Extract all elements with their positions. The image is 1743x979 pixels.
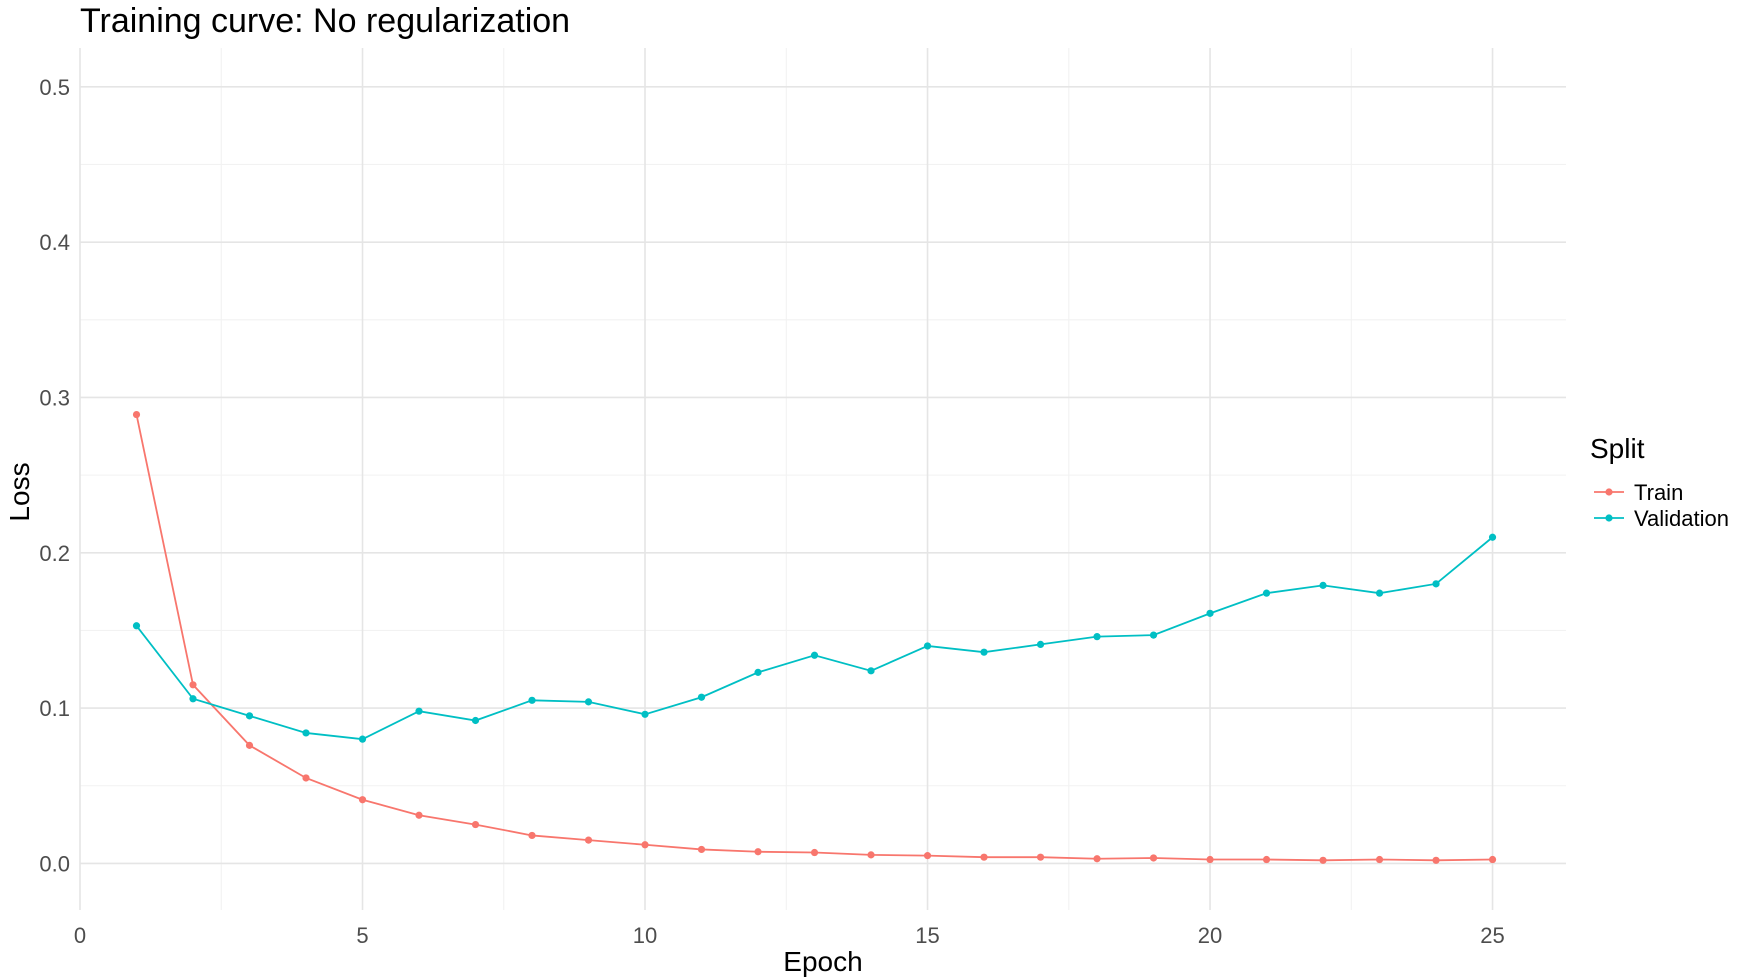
x-tick-label: 10 [633,923,657,948]
x-tick-label: 25 [1480,923,1504,948]
series-validation [132,533,1497,743]
y-tick-labels: 0.0 0.1 0.2 0.3 0.4 0.5 [39,75,70,877]
y-tick-label: 0.0 [39,851,70,876]
data-point-train [1036,853,1045,861]
x-tick-label: 5 [356,923,368,948]
data-point-validation [1432,580,1440,588]
data-point-validation [189,695,197,703]
series-layer [132,410,1497,864]
data-point-train [754,848,762,856]
data-point-validation [1149,631,1158,639]
data-point-train [641,841,649,849]
chart-title: Training curve: No regularization [80,2,570,40]
data-point-validation [358,735,367,743]
series-train [132,410,1497,864]
y-tick-label: 0.1 [39,696,70,721]
data-point-train [1262,855,1271,864]
data-point-train [245,741,254,749]
data-point-validation [1488,533,1497,541]
data-point-validation [810,651,819,659]
data-point-validation [754,668,762,676]
x-tick-label: 0 [74,923,86,948]
data-point-train [1319,856,1327,864]
data-point-train [1375,855,1384,864]
data-point-train [358,796,367,804]
data-point-train [697,845,706,854]
data-point-train [471,820,480,829]
data-point-train [980,853,988,861]
data-point-validation [867,667,875,675]
data-point-train [415,811,423,819]
data-point-train [189,681,197,689]
x-tick-label: 20 [1198,923,1222,948]
data-point-validation [245,712,254,720]
data-point-train [132,410,141,419]
y-tick-label: 0.2 [39,541,70,566]
data-point-validation [1093,633,1101,641]
data-point-validation [697,693,706,701]
legend-title: Split [1590,433,1645,464]
data-point-train [302,774,310,782]
data-point-train [810,848,819,857]
data-point-validation [528,696,536,704]
data-point-train [1206,855,1214,864]
data-point-train [584,836,593,844]
data-point-validation [1375,589,1384,597]
legend-label: Train [1634,480,1683,505]
data-point-train [923,852,932,860]
data-point-validation [923,642,932,650]
x-tick-label: 15 [915,923,939,948]
major-grid [79,48,1566,910]
data-point-validation [584,698,593,706]
data-point-validation [980,648,988,656]
minor-grid [80,48,1566,910]
data-point-validation [132,622,141,630]
x-tick-labels: 0 5 10 15 20 25 [74,923,1505,948]
data-point-train [528,831,536,840]
legend-entry-train: Train [1594,480,1683,505]
y-tick-label: 0.4 [39,230,70,255]
data-point-validation [1319,581,1327,589]
legend-label: Validation [1634,506,1729,531]
data-point-validation [641,710,649,718]
y-axis-title: Loss [4,462,35,521]
x-axis-title: Epoch [783,946,862,977]
data-point-validation [1036,640,1045,649]
series-line-train [135,414,1493,862]
data-point-validation [471,716,480,725]
data-point-validation [1262,589,1271,597]
data-point-train [1093,855,1101,863]
data-point-validation [415,707,423,715]
data-point-train [1432,856,1440,864]
legend-entry-validation: Validation [1594,506,1729,531]
legend-key-point [1605,514,1613,522]
y-tick-label: 0.3 [39,385,70,410]
data-point-train [867,851,875,859]
y-tick-label: 0.5 [39,75,70,100]
legend-key-point [1605,488,1613,496]
data-point-train [1488,855,1497,864]
data-point-validation [1206,609,1214,617]
data-point-train [1149,854,1158,862]
data-point-validation [302,729,310,737]
